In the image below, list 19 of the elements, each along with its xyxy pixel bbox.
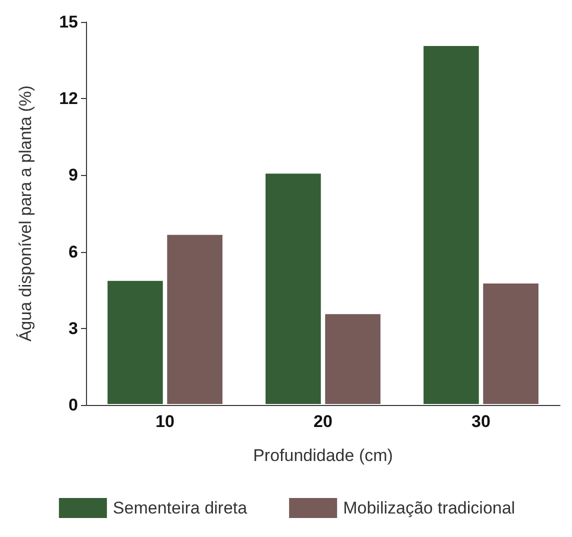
legend-label: Mobilização tradicional <box>343 498 516 518</box>
x-tick-label: 20 <box>314 412 332 431</box>
y-tick-label: 6 <box>68 242 78 262</box>
bar <box>166 234 224 405</box>
y-tick-label: 12 <box>59 89 78 108</box>
legend-label: Sementeira direta <box>112 498 248 518</box>
y-tick-label: 9 <box>68 166 78 185</box>
y-axis-title: Água disponível para a planta (%) <box>16 85 35 342</box>
bar <box>324 313 382 405</box>
bar <box>422 44 480 405</box>
x-tick-label: 30 <box>472 412 490 431</box>
x-tick-label: 10 <box>156 412 174 431</box>
y-tick-label: 0 <box>68 396 78 414</box>
bar <box>106 280 164 405</box>
y-tick-label: 15 <box>59 12 78 32</box>
bar <box>264 172 322 405</box>
y-tick-label: 3 <box>68 318 78 338</box>
x-axis-title: Profundidade (cm) <box>253 446 393 465</box>
bar <box>482 282 540 405</box>
